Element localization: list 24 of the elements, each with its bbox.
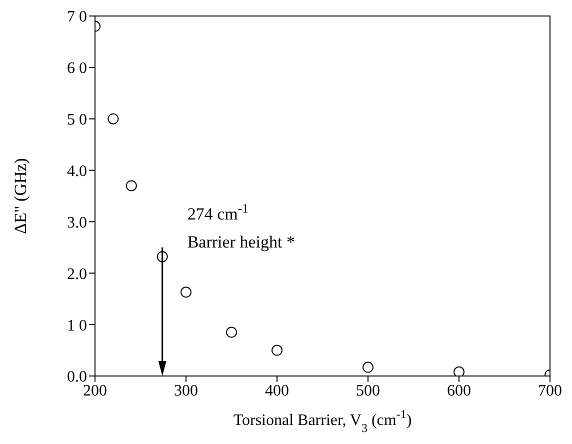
- point: [226, 326, 237, 338]
- point: [454, 366, 464, 376]
- y-tick-label: 6 0: [67, 60, 87, 78]
- point: [362, 362, 374, 373]
- x-tick-label: 500: [356, 382, 380, 400]
- x-tick-label: 700: [538, 382, 562, 400]
- point: [126, 180, 137, 192]
- x-tick-label: 300: [174, 382, 198, 400]
- y-tick-label: 5 0: [67, 112, 87, 129]
- point: [108, 113, 119, 124]
- x-tick-label: 600: [447, 382, 471, 400]
- x-tick-label: 400: [265, 382, 289, 400]
- y-tick-label: 7 0: [67, 8, 87, 26]
- point: [156, 251, 168, 262]
- annotation: 274 cm$^{-1}$: [187, 201, 248, 224]
- y-tick-label: 4.0: [67, 162, 87, 180]
- y-tick-label: 1 0: [67, 317, 87, 334]
- point: [272, 344, 282, 356]
- y-tick-label: 2.0: [67, 266, 87, 283]
- y-tick-label: 3.0: [67, 214, 87, 232]
- x-axis-title: Torsional Barrier, V$_{3}$ (cm$^{-1}$): [233, 407, 412, 435]
- annotation: Barrier height *: [187, 232, 295, 252]
- point: [180, 286, 192, 298]
- y-axis-title: ΔE" (GHz): [11, 158, 30, 234]
